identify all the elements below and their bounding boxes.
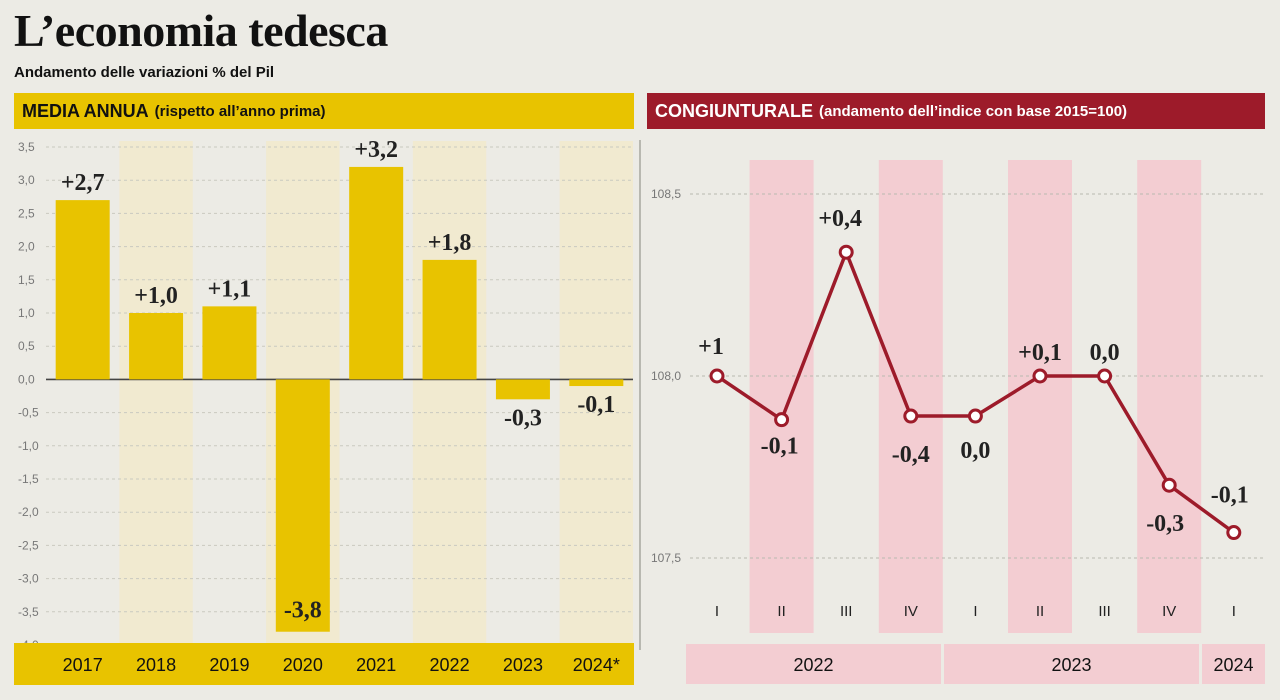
y-tick-label: 2,0: [18, 240, 35, 254]
quarter-label: I: [715, 603, 719, 620]
y-tick-label: -0,5: [18, 406, 39, 420]
quarter-shade: [1137, 160, 1202, 633]
y-tick-label: 3,5: [18, 140, 35, 154]
y-tick-label: 107,5: [651, 551, 681, 565]
y-tick-label: 1,5: [18, 273, 35, 287]
point-value-label: +1: [698, 334, 724, 360]
year-band: [1202, 644, 1265, 684]
y-tick-label: -3,5: [18, 605, 39, 619]
point-value-label: -0,4: [892, 442, 930, 468]
quarter-label: I: [973, 603, 977, 620]
data-point: [1097, 368, 1113, 384]
bar: [129, 313, 184, 380]
y-tick-label: 108,5: [651, 187, 681, 201]
year-band: [944, 644, 1199, 684]
bar-stripe: [412, 141, 487, 645]
x-tick-label: 2019: [209, 655, 249, 675]
quarterly-panel-title: CONGIUNTURALE: [655, 100, 813, 121]
bar: [349, 166, 404, 380]
bar-value-label: +1,0: [134, 283, 178, 309]
year-label: 2022: [793, 655, 833, 675]
y-tick-label: 1,0: [18, 306, 35, 320]
point-value-label: 0,0: [960, 438, 990, 464]
bar-value-label: +3,2: [354, 137, 398, 163]
bar: [275, 379, 330, 632]
data-point: [838, 244, 854, 260]
bar: [495, 379, 550, 400]
y-tick-label: 108,0: [651, 369, 681, 383]
quarterly-panel-subtitle: (andamento dell’indice con base 2015=100…: [819, 102, 1128, 120]
data-point: [774, 412, 790, 428]
chart-subtitle: Andamento delle variazioni % del Pil: [14, 64, 275, 81]
x-tick-label: 2022: [430, 655, 470, 675]
bar: [202, 306, 257, 380]
x-tick-label: 2021: [356, 655, 396, 675]
bar-value-label: -3,8: [284, 598, 322, 624]
bar-stripe: [119, 141, 193, 645]
bar: [422, 259, 477, 380]
annual-panel-header: MEDIA ANNUA (rispetto all’anno prima): [14, 93, 634, 129]
y-tick-label: 3,0: [18, 173, 35, 187]
annual-panel-subtitle: (rispetto all’anno prima): [154, 102, 326, 120]
quarter-label: I: [1232, 603, 1236, 620]
data-point: [1032, 368, 1048, 384]
quarter-label: II: [777, 603, 785, 620]
data-point: [709, 368, 725, 384]
point-value-label: +0,4: [818, 206, 862, 232]
quarter-shade: [1008, 160, 1072, 633]
point-value-label: +0,1: [1018, 340, 1062, 366]
year-band: [14, 643, 634, 685]
year-label: 2024: [1213, 655, 1253, 675]
year-band: [686, 644, 941, 684]
bar: [55, 200, 110, 380]
quarter-label: II: [1036, 603, 1044, 620]
y-tick-label: -1,0: [18, 439, 39, 453]
y-tick-label: -2,0: [18, 505, 39, 519]
quarterly-panel-header: CONGIUNTURALE (andamento dell’indice con…: [647, 93, 1265, 129]
bar-value-label: -0,3: [504, 405, 542, 431]
x-tick-label: 2024*: [573, 655, 620, 675]
chart-title: L’economia tedesca: [14, 5, 388, 56]
bar-value-label: +1,1: [208, 276, 252, 302]
point-value-label: -0,3: [1146, 511, 1184, 537]
year-label: 2023: [1051, 655, 1091, 675]
x-tick-label: 2023: [503, 655, 543, 675]
y-tick-label: 0,5: [18, 339, 35, 353]
quarter-label: III: [840, 603, 853, 620]
quarter-label: IV: [904, 603, 918, 620]
x-tick-label: 2017: [63, 655, 103, 675]
point-value-label: -0,1: [1211, 483, 1249, 509]
quarter-label: IV: [1162, 603, 1176, 620]
bar: [569, 379, 624, 387]
data-point: [1161, 477, 1177, 493]
data-point: [1226, 525, 1242, 541]
x-tick-label: 2020: [283, 655, 323, 675]
bar-value-label: +2,7: [61, 170, 105, 196]
point-value-label: 0,0: [1090, 340, 1120, 366]
y-tick-label: 0,0: [18, 372, 35, 386]
bar-value-label: +1,8: [428, 230, 472, 256]
y-tick-label: -2,5: [18, 538, 39, 552]
data-point: [903, 408, 919, 424]
y-tick-label: -3,0: [18, 572, 39, 586]
y-tick-label: -1,5: [18, 472, 39, 486]
y-tick-label: 2,5: [18, 206, 35, 220]
quarter-shade: [878, 160, 943, 633]
quarter-shade: [749, 160, 814, 633]
x-tick-label: 2018: [136, 655, 176, 675]
bar-stripe: [559, 141, 633, 645]
quarter-label: III: [1098, 603, 1111, 620]
bar-value-label: -0,1: [577, 392, 615, 418]
annual-bar-chart: 3,5 3,0 2,5 2,0 1,5 1,0 0,5 0,0 -0,5 -1,0 -1,5 -2,0…: [14, 137, 634, 685]
data-point: [967, 408, 983, 424]
point-value-label: -0,1: [761, 434, 799, 460]
annual-panel-title: MEDIA ANNUA: [22, 100, 149, 121]
